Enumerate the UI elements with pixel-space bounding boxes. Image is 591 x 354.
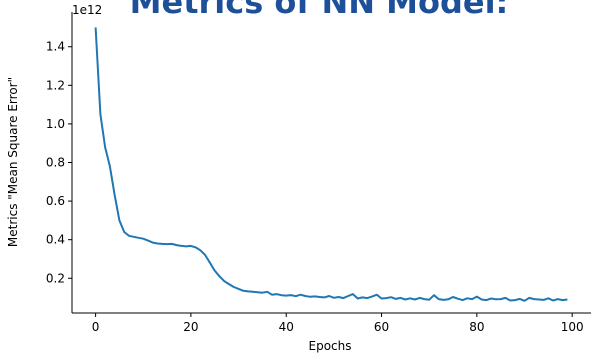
- y-tick-label: 1.4: [46, 40, 65, 54]
- x-tick-label: 100: [561, 320, 584, 334]
- y-tick-label: 0.2: [46, 271, 65, 285]
- x-tick-label: 60: [374, 320, 389, 334]
- y-tick-label: 0.6: [46, 194, 65, 208]
- mse-series-line: [94, 27, 568, 302]
- x-tick-label: 80: [469, 320, 484, 334]
- y-tick-label: 0.8: [46, 156, 65, 170]
- plot-area: [72, 12, 591, 313]
- y-tick-label: 0.4: [46, 233, 65, 247]
- x-tick-label: 20: [183, 320, 198, 334]
- x-tick-label: 0: [92, 320, 100, 334]
- y-tick-label: 1.2: [46, 78, 65, 92]
- x-tick-label: 40: [279, 320, 294, 334]
- y-offset-label: 1e12: [72, 3, 102, 17]
- chart-title: Metrics of NN Model:: [125, 0, 513, 16]
- y-axis-label: Metrics "Mean Square Error": [6, 77, 20, 247]
- x-axis-label: Epochs: [309, 339, 352, 353]
- ticks-layer: 0 20 40 60 80 100 0.2 0.4 0.6 0.8 1.0 1.2 1.4: [46, 40, 584, 334]
- title-banner: Metrics of NN Model:: [125, 0, 513, 16]
- y-tick-label: 1.0: [46, 117, 65, 131]
